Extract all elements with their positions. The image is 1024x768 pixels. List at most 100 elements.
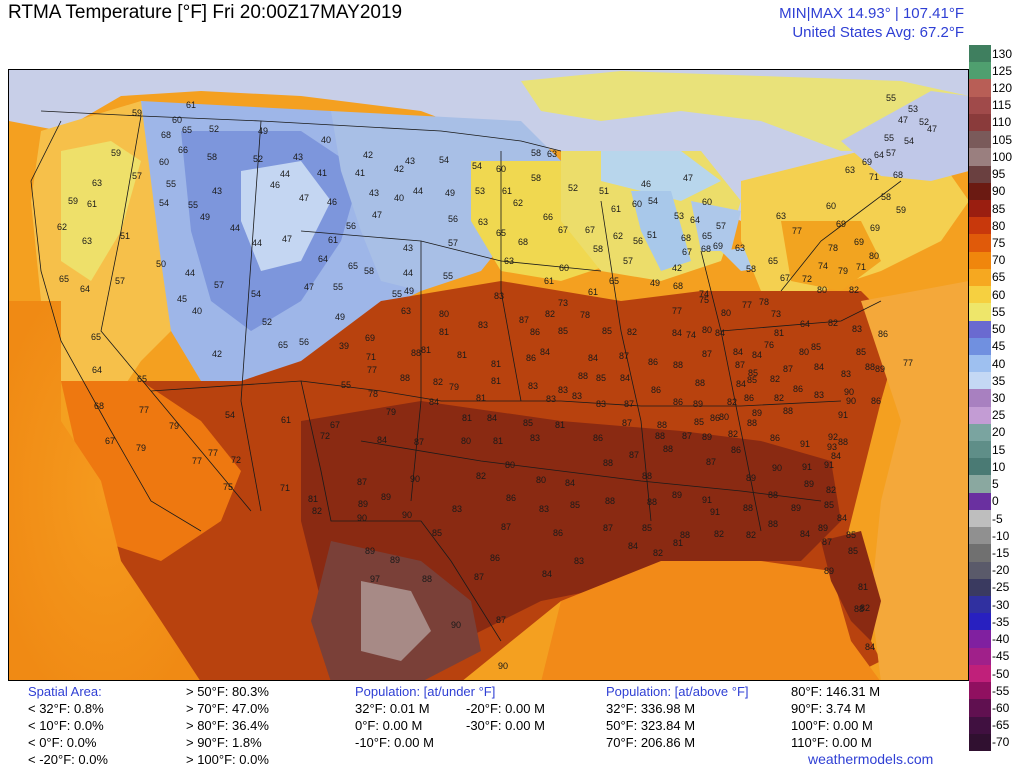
station-value: 40	[394, 193, 404, 203]
station-value: 87	[414, 437, 424, 447]
temperature-map[interactable]: 61 59 60 65 52 68 66 58 49 40 59 60 52 43 42 43 54 54 60 58…	[8, 69, 969, 681]
station-value: 63	[547, 149, 557, 159]
colorbar-swatch	[969, 441, 991, 459]
colorbar-swatch	[969, 286, 991, 304]
colorbar-swatch	[969, 423, 991, 442]
station-value: 90	[410, 474, 420, 484]
station-value: 89	[365, 546, 375, 556]
map-title: RTMA Temperature [°F] Fri 20:00Z17MAY201…	[8, 2, 403, 23]
station-value: 83	[528, 381, 538, 391]
station-value: 65	[348, 261, 358, 271]
station-value: 44	[230, 223, 240, 233]
credit-link[interactable]: weathermodels.com	[808, 751, 934, 767]
station-value: 88	[695, 378, 705, 388]
station-value: 88	[657, 420, 667, 430]
station-value: 82	[860, 603, 870, 613]
station-value: 88	[642, 471, 652, 481]
station-value: 86	[871, 396, 881, 406]
colorbar-swatch	[969, 337, 991, 356]
station-value: 84	[540, 347, 550, 357]
station-value: 84	[736, 379, 746, 389]
station-value: 44	[413, 186, 423, 196]
station-value: 46	[327, 197, 337, 207]
station-value: 57	[448, 238, 458, 248]
spatial-area-title: Spatial Area:	[28, 684, 102, 699]
station-value: 84	[429, 397, 439, 407]
station-value: 57	[132, 171, 142, 181]
station-value: 84	[672, 328, 682, 338]
station-value: 58	[881, 192, 891, 202]
station-value: 77	[208, 448, 218, 458]
station-value: 56	[346, 221, 356, 231]
colorbar-tick-label: 20	[992, 425, 1006, 440]
station-value: 81	[439, 327, 449, 337]
colorbar-swatch	[969, 303, 991, 321]
station-value: 82	[746, 530, 756, 540]
station-value: 61	[502, 186, 512, 196]
station-value: 55	[341, 380, 351, 390]
station-value: 83	[546, 394, 556, 404]
station-value: 68	[161, 130, 171, 140]
state-borders	[30, 110, 902, 642]
colorbar-swatch	[969, 354, 991, 373]
station-value: 61	[588, 287, 598, 297]
station-value: 82	[653, 548, 663, 558]
colorbar-swatch	[969, 699, 991, 718]
station-value: 88	[680, 530, 690, 540]
station-value: 60	[632, 199, 642, 209]
station-value: 86	[673, 397, 683, 407]
colorbar-swatch	[969, 79, 991, 98]
station-value: 88	[747, 418, 757, 428]
station-value: 41	[355, 168, 365, 178]
station-value: 60	[559, 263, 569, 273]
station-value: 84	[752, 350, 762, 360]
station-value: 65	[59, 274, 69, 284]
station-value: 49	[200, 212, 210, 222]
station-value: 83	[574, 556, 584, 566]
station-value: 54	[439, 155, 449, 165]
station-value: 69	[713, 241, 723, 251]
colorbar-tick-label: 30	[992, 391, 1006, 405]
colorbar-tick-label: 45	[992, 339, 1006, 354]
station-value: 85	[642, 523, 652, 533]
station-value: 80	[799, 347, 809, 357]
station-value: 85	[432, 528, 442, 538]
station-value: 87	[702, 349, 712, 359]
colorbar-swatch	[969, 716, 991, 735]
station-value: 88	[400, 373, 410, 383]
station-value: 47	[683, 173, 693, 183]
station-value: 85	[748, 368, 758, 378]
station-value: 54	[472, 161, 482, 171]
colorbar-swatch	[969, 62, 991, 80]
station-value: 78	[759, 297, 769, 307]
station-value: 47	[299, 193, 309, 203]
station-value: 81	[555, 420, 565, 430]
population-stat-line: -10°F: 0.00 M	[355, 735, 434, 750]
station-value: 49	[445, 188, 455, 198]
station-value: 43	[403, 243, 413, 253]
station-value: 59	[132, 108, 142, 118]
station-value: 84	[588, 353, 598, 363]
station-value: 58	[593, 244, 603, 254]
station-value: 57	[214, 280, 224, 290]
colorbar-swatch	[969, 113, 991, 132]
population-stat-line: 32°F: 0.01 M	[355, 701, 430, 716]
station-value: 71	[366, 352, 376, 362]
colorbar-tick-label: 125	[992, 63, 1013, 78]
station-value: 47	[898, 115, 908, 125]
station-value: 90	[846, 396, 856, 406]
station-value: 88	[603, 458, 613, 468]
population-under-col1: 32°F: 0.01 M 0°F: 0.00 M -10°F: 0.00 M	[355, 700, 434, 751]
station-value: 86	[530, 327, 540, 337]
colorbar-swatch	[969, 613, 991, 631]
station-value: 85	[824, 500, 834, 510]
station-value: 83	[841, 369, 851, 379]
station-value: 82	[627, 327, 637, 337]
station-value: 81	[476, 393, 486, 403]
station-value: 88	[663, 444, 673, 454]
station-value: 58	[364, 266, 374, 276]
station-value: 81	[493, 436, 503, 446]
station-value: 80	[702, 325, 712, 335]
station-value: 87	[624, 399, 634, 409]
